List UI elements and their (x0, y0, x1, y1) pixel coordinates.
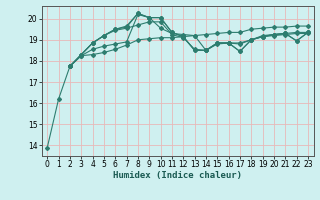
X-axis label: Humidex (Indice chaleur): Humidex (Indice chaleur) (113, 171, 242, 180)
